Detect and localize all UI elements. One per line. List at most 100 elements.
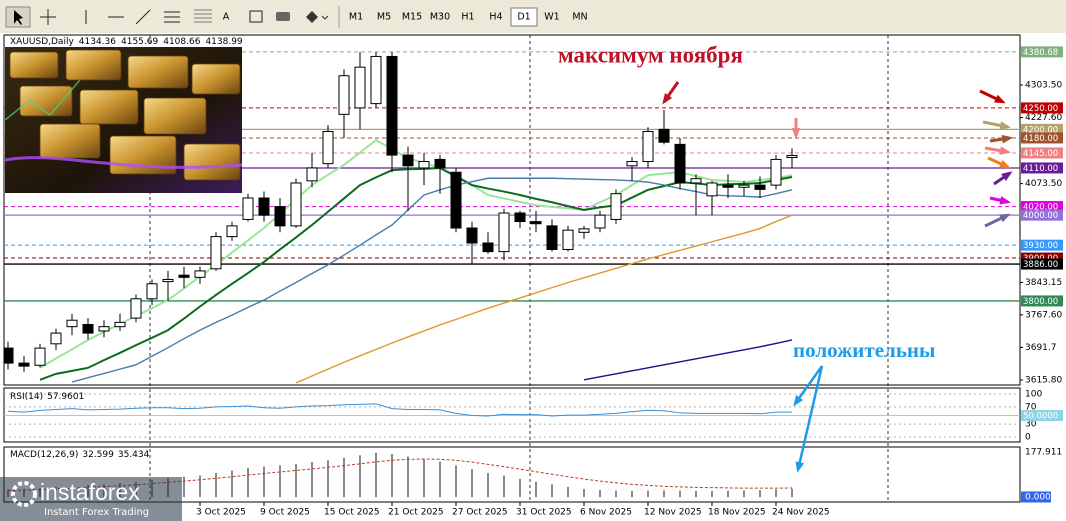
logo-icon bbox=[11, 481, 37, 507]
arrow-head bbox=[1001, 134, 1013, 144]
text-tool[interactable]: A bbox=[223, 12, 230, 23]
candle-body bbox=[402, 154, 414, 167]
photo-glow bbox=[4, 156, 243, 169]
annotation-arrows bbox=[662, 81, 1013, 473]
ohlc-open: 4134.36 bbox=[79, 37, 116, 47]
candle-body bbox=[338, 75, 350, 115]
level-box bbox=[1021, 239, 1063, 251]
candle-body bbox=[82, 324, 94, 334]
candle-body bbox=[210, 236, 222, 270]
annotation-peak: максимум ноября bbox=[558, 42, 743, 67]
candle-body bbox=[50, 332, 62, 345]
candle-body bbox=[770, 158, 782, 186]
x-tick-label: 27 Oct 2025 bbox=[452, 508, 508, 518]
arrow-head bbox=[791, 128, 801, 139]
y-tick-label: 3767.60 bbox=[1025, 310, 1062, 320]
logo-brand: instaforex bbox=[40, 479, 140, 505]
candle-body bbox=[562, 229, 574, 250]
y-tick-box bbox=[1021, 491, 1051, 503]
level-box bbox=[1021, 295, 1063, 307]
signal-value: 35.434 bbox=[118, 450, 150, 460]
candle-body bbox=[386, 55, 398, 156]
crosshair-tool[interactable] bbox=[40, 9, 56, 25]
gold-bar bbox=[127, 55, 189, 89]
shape-tool[interactable] bbox=[276, 12, 290, 21]
candle-body bbox=[530, 221, 542, 225]
candle-body bbox=[258, 197, 270, 216]
logo-bg bbox=[0, 477, 182, 521]
arrow-tool[interactable] bbox=[306, 11, 318, 23]
ohlc-close: 4138.99 bbox=[205, 37, 242, 47]
dropdown[interactable] bbox=[321, 15, 329, 20]
x-tick-label: 12 Nov 2025 bbox=[644, 508, 702, 518]
period-separators bbox=[149, 35, 889, 502]
candle-body bbox=[594, 214, 606, 229]
candle-body bbox=[114, 321, 126, 328]
fibo-tool[interactable] bbox=[194, 9, 212, 23]
candle-body bbox=[322, 131, 334, 165]
timeframe-button[interactable]: M30 bbox=[430, 12, 450, 23]
x-tick-label: 31 Oct 2025 bbox=[516, 508, 572, 518]
candle-body bbox=[18, 362, 30, 367]
level-label: 4250.00 bbox=[1023, 104, 1058, 114]
candle-body bbox=[194, 270, 206, 278]
timeframe-button[interactable]: MN bbox=[572, 12, 587, 23]
candle-body bbox=[706, 182, 718, 197]
gold-bar bbox=[19, 85, 73, 117]
macd-value: 32.599 bbox=[82, 450, 114, 460]
timeframe-bar: M1 M5 M15 M30 H1 H4 D1 W1 MN bbox=[349, 7, 588, 27]
candle-body bbox=[754, 184, 766, 190]
logo: instaforex Instant Forex Trading bbox=[0, 477, 182, 521]
candle-body bbox=[786, 155, 798, 159]
candle-body bbox=[482, 242, 494, 253]
gold-bar bbox=[191, 63, 241, 95]
level-label: 4020.00 bbox=[1023, 203, 1058, 213]
candle-body bbox=[178, 274, 190, 278]
moving-average bbox=[295, 214, 793, 384]
level-box bbox=[1021, 123, 1063, 135]
level-label: 3930.00 bbox=[1023, 241, 1058, 251]
timeframe-button[interactable]: W1 bbox=[544, 12, 559, 23]
candle-body bbox=[226, 225, 238, 238]
x-tick-label: 18 Nov 2025 bbox=[708, 508, 766, 518]
gold-photo bbox=[4, 47, 243, 193]
timeframe-button[interactable]: H4 bbox=[489, 12, 502, 23]
candle-body bbox=[66, 319, 78, 328]
level-box bbox=[1021, 132, 1063, 144]
arrow-head bbox=[994, 94, 1006, 104]
trendline-tool[interactable] bbox=[135, 9, 151, 25]
timeframe-button[interactable]: D1 bbox=[517, 12, 530, 23]
macd-name: MACD(12,26,9) bbox=[10, 450, 78, 460]
timeframe-button[interactable]: M15 bbox=[402, 12, 422, 23]
candle-body bbox=[658, 128, 670, 143]
level-box bbox=[1021, 201, 1063, 213]
gold-bar bbox=[79, 89, 139, 125]
y-tick-label: 3615.80 bbox=[1025, 375, 1062, 385]
y-tick-label: 0.000 bbox=[1025, 492, 1051, 502]
timeframe-button[interactable]: M1 bbox=[349, 12, 363, 23]
candle-body bbox=[514, 212, 526, 223]
ohlc-high: 4155.69 bbox=[121, 37, 158, 47]
rsi-value: 57.9601 bbox=[47, 392, 84, 402]
level-label: 50.0000 bbox=[1023, 412, 1058, 422]
moving-average bbox=[71, 177, 793, 383]
toolbar: A M1 M5 M15 M30 H1 H4 D1 W1 MN bbox=[0, 0, 1066, 33]
timeframe-button[interactable]: H1 bbox=[461, 12, 474, 23]
level-label: 4000.00 bbox=[1023, 211, 1058, 221]
candle-body bbox=[418, 161, 430, 169]
rsi-panel bbox=[3, 387, 1021, 443]
moving-average bbox=[583, 339, 793, 381]
candle-body bbox=[162, 278, 174, 283]
level-label: 4200.00 bbox=[1023, 125, 1058, 135]
label-tool[interactable] bbox=[249, 10, 263, 23]
candle-body bbox=[290, 182, 302, 227]
arrow-head bbox=[795, 461, 804, 473]
level-label: 3800.00 bbox=[1023, 297, 1058, 307]
timeframe-button[interactable]: M5 bbox=[377, 12, 391, 23]
channel-tool[interactable] bbox=[164, 11, 180, 23]
arrow-head bbox=[999, 196, 1011, 205]
level-box bbox=[1021, 102, 1063, 114]
level-label: 4180.00 bbox=[1023, 134, 1058, 144]
arrow-head bbox=[999, 213, 1011, 223]
candle-body bbox=[610, 193, 622, 220]
